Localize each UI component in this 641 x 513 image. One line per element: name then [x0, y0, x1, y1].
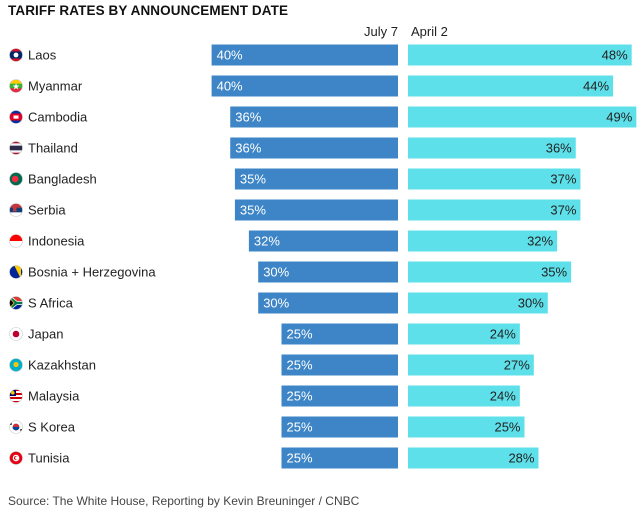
bar-april2 [408, 168, 581, 190]
bar-july7 [211, 44, 398, 66]
category-label: Cambodia [28, 110, 88, 125]
value-label-april2: 25% [494, 420, 520, 435]
category-label: Japan [28, 327, 63, 342]
south-korea-flag-icon [9, 420, 23, 434]
serbia-flag-icon [9, 203, 23, 217]
bar-july7 [281, 447, 398, 469]
bar-july7 [258, 261, 398, 283]
category-label: S Korea [28, 420, 76, 435]
value-label-april2: 48% [602, 48, 628, 63]
series-header-april2: April 2 [411, 24, 448, 39]
bar-april2 [408, 354, 534, 376]
value-label-july7: 25% [287, 389, 313, 404]
category-label: Malaysia [28, 389, 80, 404]
value-label-july7: 35% [240, 172, 266, 187]
tariff-chart: July 7 April 2 Laos 40% 48% ★ Myanmar 40% 44% Cam… [9, 24, 637, 469]
kazakhstan-flag-icon [9, 358, 23, 372]
svg-text:★: ★ [12, 81, 20, 91]
value-label-april2: 36% [546, 141, 572, 156]
bar-july7 [234, 168, 398, 190]
category-label: Serbia [28, 203, 66, 218]
value-label-april2: 28% [508, 451, 534, 466]
value-label-april2: 30% [518, 296, 544, 311]
category-label: Bangladesh [28, 172, 97, 187]
value-label-july7: 36% [235, 141, 261, 156]
value-label-july7: 25% [287, 327, 313, 342]
value-label-april2: 32% [527, 234, 553, 249]
value-label-july7: 25% [287, 451, 313, 466]
value-label-april2: 24% [490, 327, 516, 342]
value-label-july7: 25% [287, 420, 313, 435]
bar-july7 [281, 354, 398, 376]
myanmar-flag-icon: ★ [9, 79, 23, 93]
category-label: Tunisia [28, 451, 70, 466]
value-label-april2: 35% [541, 265, 567, 280]
bar-april2 [408, 137, 576, 159]
category-label: Laos [28, 48, 57, 63]
bosnia-flag-icon [9, 265, 23, 279]
bar-july7 [211, 75, 398, 97]
bar-july7 [258, 292, 398, 314]
bar-july7 [281, 416, 398, 438]
indonesia-flag-icon [9, 234, 23, 248]
laos-flag-icon [9, 48, 23, 62]
value-label-april2: 49% [606, 110, 632, 125]
malaysia-flag-icon [9, 389, 23, 403]
bar-april2 [408, 292, 548, 314]
value-label-july7: 25% [287, 358, 313, 373]
source-note: Source: The White House, Reporting by Ke… [8, 494, 360, 508]
japan-flag-icon [9, 327, 23, 341]
bar-july7 [281, 385, 398, 407]
bar-april2 [408, 385, 520, 407]
category-label: Kazakhstan [28, 358, 96, 373]
south-africa-flag-icon [9, 296, 23, 310]
value-label-july7: 35% [240, 203, 266, 218]
bar-july7 [230, 106, 398, 128]
bar-april2 [408, 106, 637, 128]
category-label: Thailand [28, 141, 78, 156]
value-label-april2: 37% [550, 172, 576, 187]
value-label-july7: 36% [235, 110, 261, 125]
chart-title: TARIFF RATES BY ANNOUNCEMENT DATE [8, 3, 289, 18]
bar-july7 [234, 199, 398, 221]
tunisia-flag-icon [9, 451, 23, 465]
bar-april2 [408, 44, 632, 66]
bar-july7 [230, 137, 398, 159]
bar-april2 [408, 261, 572, 283]
bar-april2 [408, 323, 520, 345]
category-label: Indonesia [28, 234, 85, 249]
value-label-july7: 30% [263, 265, 289, 280]
value-label-april2: 24% [490, 389, 516, 404]
bar-april2 [408, 75, 614, 97]
value-label-april2: 37% [550, 203, 576, 218]
thailand-flag-icon [9, 141, 23, 155]
value-label-july7: 40% [217, 48, 243, 63]
series-header-july7: July 7 [364, 24, 398, 39]
category-label: Myanmar [28, 79, 83, 94]
value-label-july7: 40% [217, 79, 243, 94]
value-label-april2: 44% [583, 79, 609, 94]
value-label-july7: 32% [254, 234, 280, 249]
value-label-july7: 30% [263, 296, 289, 311]
bar-april2 [408, 447, 539, 469]
bar-april2 [408, 416, 525, 438]
bar-april2 [408, 230, 558, 252]
bangladesh-flag-icon [9, 172, 23, 186]
cambodia-flag-icon [9, 110, 23, 124]
bar-july7 [248, 230, 398, 252]
category-label: S Africa [28, 296, 74, 311]
bar-april2 [408, 199, 581, 221]
value-label-april2: 27% [504, 358, 530, 373]
bar-july7 [281, 323, 398, 345]
category-label: Bosnia + Herzegovina [28, 265, 156, 280]
